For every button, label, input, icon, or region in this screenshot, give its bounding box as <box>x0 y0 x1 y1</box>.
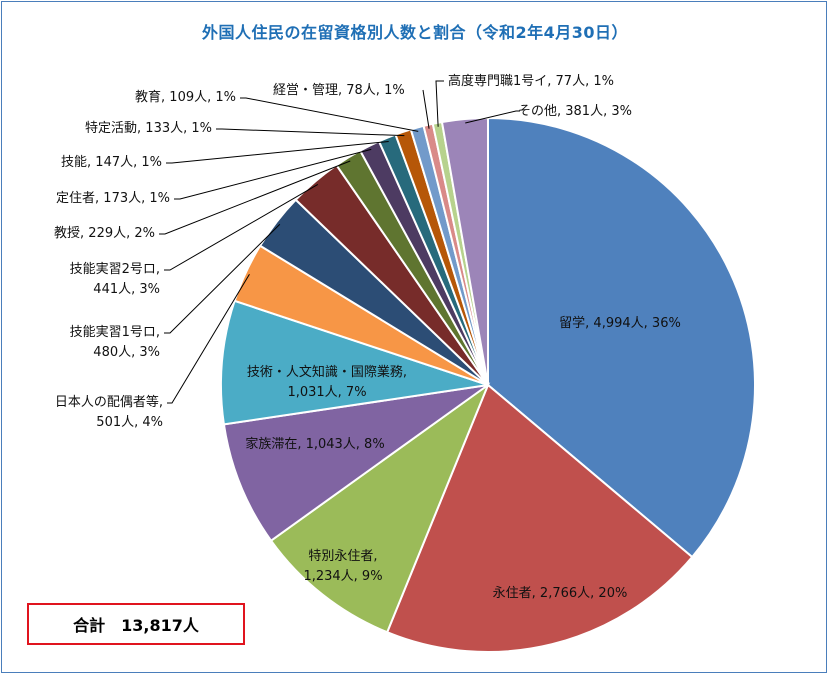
data-label: 技能実習2号ロ, 441人, 3% <box>70 261 160 297</box>
pie-slice <box>222 384 489 543</box>
leader-line <box>159 160 351 235</box>
data-label: 日本人の配偶者等, 501人, 4% <box>55 394 163 430</box>
data-label: 永住者, 2,766人, 20% <box>493 586 628 601</box>
leader-line <box>164 184 319 271</box>
leader-line <box>216 128 405 137</box>
chart-title: 外国人住民の在留資格別人数と割合（令和2年4月30日） <box>201 23 629 42</box>
data-label: 教授, 229人, 2% <box>54 225 155 241</box>
data-label: 定住者, 173人, 1% <box>56 191 170 206</box>
data-label: 技能実習1号ロ, 480人, 3% <box>70 324 160 360</box>
pie-slice <box>487 116 756 559</box>
leader-line <box>465 110 520 124</box>
data-label: 技術・人文知識・国際業務, 1,031人, 7% <box>247 364 407 400</box>
data-label: 高度専門職1号イ, 77人, 1% <box>448 73 614 89</box>
data-label: 特別永住者, 1,234人, 9% <box>303 549 382 584</box>
pie-slice <box>385 383 694 653</box>
data-label: 経営・管理, 78人, 1% <box>273 83 405 98</box>
data-label: 留学, 4,994人, 36% <box>559 315 681 331</box>
leader-line <box>174 148 372 200</box>
pie-slice <box>220 299 489 426</box>
leader-line <box>435 80 444 127</box>
leader-line <box>164 223 281 334</box>
data-label: 教育, 109人, 1% <box>135 89 236 105</box>
total-label: 合計 13,817人 <box>73 616 199 635</box>
data-label: 特定活動, 133人, 1% <box>85 121 212 136</box>
data-label: その他, 381人, 3% <box>518 104 632 119</box>
leader-line <box>422 89 430 129</box>
total-box: 合計 13,817人 <box>27 603 245 645</box>
pie-slice <box>269 382 491 634</box>
leader-line <box>167 274 250 404</box>
data-label: 技能, 147人, 1% <box>61 155 162 170</box>
leader-line <box>166 140 389 164</box>
leader-line <box>240 97 419 132</box>
data-label: 家族滞在, 1,043人, 8% <box>245 436 384 452</box>
